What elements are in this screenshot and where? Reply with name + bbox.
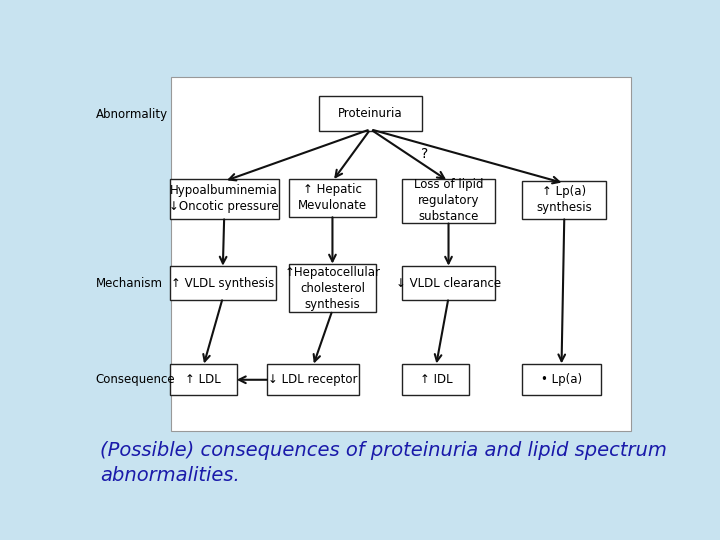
FancyBboxPatch shape xyxy=(289,179,376,217)
FancyBboxPatch shape xyxy=(170,266,276,300)
FancyBboxPatch shape xyxy=(170,364,237,395)
FancyBboxPatch shape xyxy=(267,364,359,395)
Text: Hypoalbuminemia
↓Oncotic pressure: Hypoalbuminemia ↓Oncotic pressure xyxy=(169,184,279,213)
FancyBboxPatch shape xyxy=(402,266,495,300)
Text: ↓ LDL receptor: ↓ LDL receptor xyxy=(268,373,358,386)
Text: ↓ VLDL clearance: ↓ VLDL clearance xyxy=(396,276,501,289)
FancyBboxPatch shape xyxy=(289,265,376,312)
FancyBboxPatch shape xyxy=(523,181,606,219)
FancyBboxPatch shape xyxy=(402,364,469,395)
FancyBboxPatch shape xyxy=(171,77,631,431)
Text: • Lp(a): • Lp(a) xyxy=(541,373,582,386)
Text: ↑ VLDL synthesis: ↑ VLDL synthesis xyxy=(171,276,274,289)
Text: Consequence: Consequence xyxy=(96,374,175,387)
Text: ↑ Lp(a)
synthesis: ↑ Lp(a) synthesis xyxy=(536,185,592,214)
Text: Abnormality: Abnormality xyxy=(96,108,168,121)
Text: ↑Hepatocellular
cholesterol
synthesis: ↑Hepatocellular cholesterol synthesis xyxy=(284,266,380,311)
Text: ↑ IDL: ↑ IDL xyxy=(420,373,452,386)
Text: ↑ LDL: ↑ LDL xyxy=(185,373,221,386)
FancyBboxPatch shape xyxy=(170,179,279,219)
Text: (Possible) consequences of proteinuria and lipid spectrum
abnormalities.: (Possible) consequences of proteinuria a… xyxy=(100,441,667,485)
Text: ?: ? xyxy=(421,147,428,161)
FancyBboxPatch shape xyxy=(523,364,600,395)
Text: Mechanism: Mechanism xyxy=(96,276,163,289)
Text: Proteinuria: Proteinuria xyxy=(338,107,402,120)
FancyBboxPatch shape xyxy=(402,179,495,223)
Text: Loss of lipid
regulatory
substance: Loss of lipid regulatory substance xyxy=(414,179,483,224)
Text: ↑ Hepatic
Mevulonate: ↑ Hepatic Mevulonate xyxy=(298,184,367,212)
FancyBboxPatch shape xyxy=(319,96,422,131)
